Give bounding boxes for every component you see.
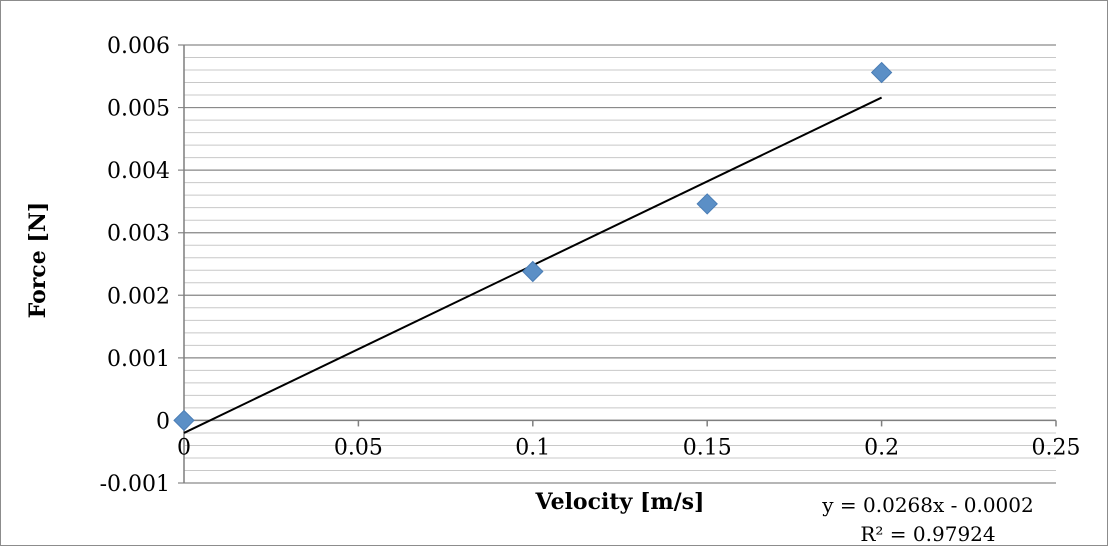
- y-axis-title: Force [N]: [25, 202, 51, 319]
- y-tick-label: 0.004: [107, 159, 170, 184]
- x-axis-ticks: 0 0.05 0.1 0.15 0.2 0.25: [177, 420, 1080, 460]
- data-point: [696, 193, 718, 215]
- minor-gridlines: [184, 44, 1056, 484]
- x-tick-label: 0.05: [334, 435, 383, 460]
- x-tick-label: 0.1: [515, 435, 550, 460]
- y-tick-label: 0.003: [107, 222, 170, 247]
- data-point: [870, 61, 893, 84]
- y-tick-label: 0.002: [107, 284, 170, 309]
- y-tick-label: 0.006: [107, 34, 170, 59]
- data-point: [173, 409, 195, 432]
- x-tick-label: 0: [177, 435, 191, 460]
- axes: [183, 45, 1056, 483]
- data-points: [173, 61, 893, 432]
- data-point: [522, 260, 544, 283]
- x-tick-label: 0.2: [864, 435, 899, 460]
- y-tick-label: 0: [156, 409, 170, 434]
- trendline-r-squared: R² = 0.97924: [860, 522, 995, 546]
- major-gridlines: [178, 44, 1056, 484]
- y-tick-label: 0.001: [107, 347, 170, 372]
- y-axis-ticks: -0.001 0 0.001 0.002 0.003 0.004 0.005 0.006: [100, 34, 170, 497]
- trendline-equation: y = 0.0268x - 0.0002: [821, 493, 1033, 517]
- y-tick-label: -0.001: [100, 472, 170, 497]
- y-tick-label: 0.005: [107, 97, 170, 122]
- x-axis-title: Velocity [m/s]: [535, 489, 705, 515]
- x-tick-label: 0.25: [1032, 435, 1081, 460]
- x-tick-label: 0.15: [683, 435, 732, 460]
